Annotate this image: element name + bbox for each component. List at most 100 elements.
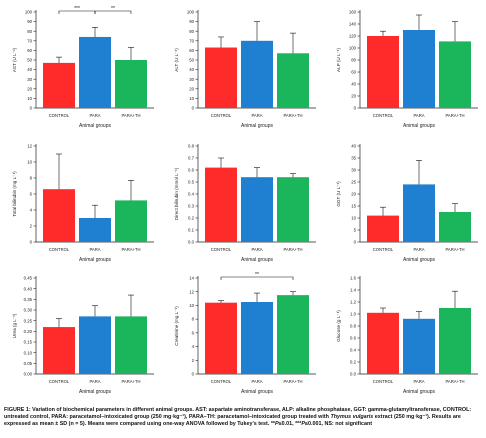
y-tick-label: 40 (189, 67, 194, 72)
x-tick-label: PARA+TH (121, 113, 140, 118)
bar-para (403, 184, 435, 242)
y-tick-label: 90 (189, 19, 194, 24)
y-axis-label: ALP (U L⁻¹) (336, 48, 341, 73)
bar-para-th (115, 200, 147, 242)
y-tick-label: 1.2 (350, 300, 357, 305)
bar-para (403, 30, 435, 108)
y-tick-label: 0.8 (188, 144, 195, 149)
bar-control (367, 215, 399, 242)
x-tick-label: PARA+TH (445, 379, 464, 384)
x-tick-label: PARA+TH (121, 379, 140, 384)
x-tick-label: PARA+TH (445, 247, 464, 252)
y-tick-label: 30 (27, 77, 32, 82)
y-tick-label: 0.15 (24, 340, 33, 345)
bar-para-th (115, 316, 147, 374)
y-tick-label: 10 (27, 96, 32, 101)
y-axis-label: Direct bilirubin (mmol L⁻¹) (174, 167, 179, 220)
y-tick-label: 0.2 (350, 360, 357, 365)
x-axis-label: Animal groups (241, 389, 273, 395)
y-tick-label: 0.30 (24, 308, 33, 313)
caption-p2: P (301, 421, 305, 428)
x-tick-label: PARA+TH (283, 113, 302, 118)
x-tick-label: CONTROL (211, 379, 232, 384)
significance-bracket (94, 10, 132, 14)
x-tick-label: PARA+TH (121, 247, 140, 252)
caption-p1: P (275, 421, 279, 428)
bar-para (403, 318, 435, 374)
x-axis-label: Animal groups (403, 389, 435, 395)
y-tick-label: 20 (189, 86, 194, 91)
x-tick-label: PARA (89, 379, 100, 384)
chart-total-bilirubin: 0 2 4 6 8 10 12 Total bilirubin (mg L⁻¹) CONTROL… (12, 144, 154, 263)
caption-species: Thymus vulgaris (330, 414, 374, 421)
y-tick-label: 0.8 (350, 324, 357, 329)
y-tick-label: 80 (351, 58, 356, 63)
y-tick-label: 1.4 (350, 288, 357, 293)
y-tick-label: 4 (192, 344, 195, 349)
y-tick-label: 70 (27, 38, 32, 43)
y-tick-label: 10 (189, 96, 194, 101)
x-axis-label: Animal groups (79, 389, 111, 395)
figure-charts: 0 10 20 30 40 50 60 70 80 90 100 AST (U L⁻¹) CONTROL… (12, 6, 478, 395)
x-axis-label: Animal groups (241, 123, 273, 129)
y-tick-label: 100 (187, 10, 195, 15)
bar-para-th (115, 60, 147, 108)
significance-label: ** (255, 272, 259, 278)
y-tick-label: 2 (30, 224, 33, 229)
x-tick-label: PARA (89, 113, 100, 118)
bar-para-th (277, 53, 309, 108)
x-axis-label: Animal groups (79, 123, 111, 129)
bar-para (241, 302, 273, 374)
y-tick-label: 12 (27, 144, 32, 149)
x-tick-label: CONTROL (211, 113, 232, 118)
y-tick-label: 40 (351, 144, 356, 149)
x-tick-label: CONTROL (49, 247, 70, 252)
chart-creatinine: 0 2 4 6 8 10 12 14 Creatinine (mg L⁻¹) CONTROL PAR… (174, 272, 316, 395)
y-tick-label: 8 (192, 317, 195, 322)
y-tick-label: 0.6 (188, 168, 195, 173)
bar-control (367, 312, 399, 374)
y-tick-label: 50 (27, 58, 32, 63)
y-tick-label: 0.45 (24, 276, 33, 281)
y-tick-label: 0.1 (188, 228, 195, 233)
y-tick-label: 0.3 (188, 204, 195, 209)
y-tick-label: 0 (192, 106, 195, 111)
y-tick-label: 70 (189, 38, 194, 43)
y-tick-label: 20 (351, 192, 356, 197)
caption-text-2: extract (250 mg·kg⁻¹). Results are expre… (4, 414, 461, 428)
y-tick-label: 10 (27, 160, 32, 165)
y-tick-label: 2 (192, 358, 195, 363)
caption-t2: ≤0.001, NS: not significant (305, 421, 373, 428)
bar-para (79, 218, 111, 242)
bar-control (43, 189, 75, 242)
y-tick-label: 10 (189, 303, 194, 308)
y-tick-label: 0.0 (350, 372, 357, 377)
y-tick-label: 0.0 (188, 240, 195, 245)
x-tick-label: PARA (413, 247, 424, 252)
y-tick-label: 20 (351, 94, 356, 99)
y-tick-label: 20 (27, 86, 32, 91)
x-tick-label: CONTROL (373, 247, 394, 252)
bar-para (79, 316, 111, 374)
x-tick-label: PARA+TH (445, 113, 464, 118)
y-tick-label: 30 (189, 77, 194, 82)
y-tick-label: 100 (25, 10, 33, 15)
x-tick-label: PARA (413, 113, 424, 118)
y-tick-label: 40 (27, 67, 32, 72)
y-tick-label: 0.5 (188, 180, 195, 185)
x-tick-label: CONTROL (49, 379, 70, 384)
bar-para-th (439, 308, 471, 374)
x-axis-label: Animal groups (79, 257, 111, 263)
y-axis-label: Urea (g L⁻¹) (12, 313, 17, 338)
y-tick-label: 1.6 (350, 276, 357, 281)
x-tick-label: CONTROL (49, 113, 70, 118)
y-tick-label: 60 (351, 70, 356, 75)
x-tick-label: PARA (89, 247, 100, 252)
x-axis-label: Animal groups (403, 257, 435, 263)
chart-direct-bilirubin: 0.0 0.1 0.2 0.3 0.4 0.5 0.6 0.7 0.8 Direct biliru… (174, 144, 316, 263)
y-tick-label: 0.4 (350, 348, 357, 353)
x-tick-label: PARA+TH (283, 247, 302, 252)
y-tick-label: 80 (27, 29, 32, 34)
caption-text: Variation of biochemical parameters in d… (4, 407, 472, 421)
y-tick-label: 0.20 (24, 329, 33, 334)
